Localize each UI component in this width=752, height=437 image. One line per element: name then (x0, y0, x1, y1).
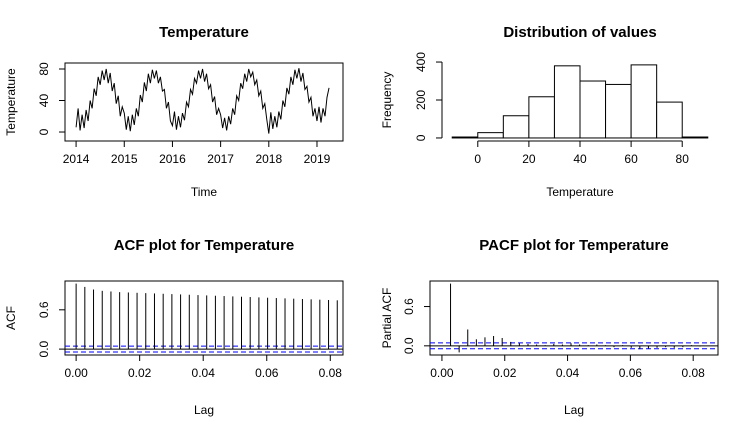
x-tick-label: 2019 (304, 152, 331, 166)
y-axis-label: ACF (4, 306, 18, 330)
x-tick-label: 0.00 (430, 366, 454, 380)
x-tick-label: 0.06 (255, 366, 279, 380)
x-tick-label: 0.02 (493, 366, 517, 380)
x-tick-label: 0.02 (128, 366, 152, 380)
y-tick-label: 0 (37, 128, 51, 135)
histogram-bar (553, 65, 581, 139)
x-tick-label: 0.08 (319, 366, 343, 380)
x-tick-label: 0.04 (556, 366, 580, 380)
x-tick-label: 40 (573, 152, 587, 166)
x-axis-label: Lag (194, 403, 214, 417)
histogram-bar (502, 115, 530, 139)
plot-frame (429, 280, 719, 356)
x-tick-label: 0.08 (682, 366, 706, 380)
histogram-bar (681, 136, 709, 139)
x-tick-label: 2018 (255, 152, 282, 166)
x-tick-label: 80 (676, 152, 690, 166)
x-axis-label: Lag (564, 403, 584, 417)
histogram-bar (630, 64, 658, 139)
histogram-bar (579, 80, 607, 139)
y-tick-label: 0.0 (37, 340, 51, 357)
series-line (75, 68, 330, 134)
y-tick-label: 0.0 (402, 337, 416, 354)
x-tick-label: 2015 (111, 152, 138, 166)
chart-title: ACF plot for Temperature (114, 237, 295, 254)
y-tick-label: 200 (414, 90, 428, 110)
x-tick-label: 0 (474, 152, 481, 166)
histogram-bar (528, 96, 555, 139)
y-tick-label: 0.6 (402, 298, 416, 315)
histogram-bar (605, 83, 632, 139)
x-tick-label: 2016 (159, 152, 186, 166)
x-tick-label: 2014 (63, 152, 90, 166)
x-tick-label: 0.04 (192, 366, 216, 380)
x-tick-label: 60 (624, 152, 638, 166)
x-tick-label: 0.06 (619, 366, 643, 380)
y-tick-label: 0 (414, 134, 428, 141)
y-axis-label: Temperature (4, 68, 18, 136)
x-tick-label: 2017 (207, 152, 234, 166)
y-tick-label: 80 (37, 62, 51, 76)
y-tick-label: 40 (37, 94, 51, 108)
plot-frame (64, 280, 344, 356)
x-axis-label: Temperature (546, 185, 614, 199)
chart-title: Temperature (159, 24, 249, 41)
histogram-bar (656, 101, 683, 139)
y-tick-label: 0.6 (37, 301, 51, 318)
histogram-bar (477, 132, 504, 139)
y-axis-label: Frequency (380, 72, 394, 129)
y-tick-label: 400 (414, 52, 428, 72)
x-axis-label: Time (191, 185, 218, 199)
histogram-bar (451, 136, 479, 139)
y-axis-label: Partial ACF (380, 288, 394, 349)
x-tick-label: 0.00 (64, 366, 88, 380)
x-tick-label: 20 (522, 152, 536, 166)
chart-title: PACF plot for Temperature (479, 237, 668, 254)
chart-title: Distribution of values (503, 24, 656, 41)
